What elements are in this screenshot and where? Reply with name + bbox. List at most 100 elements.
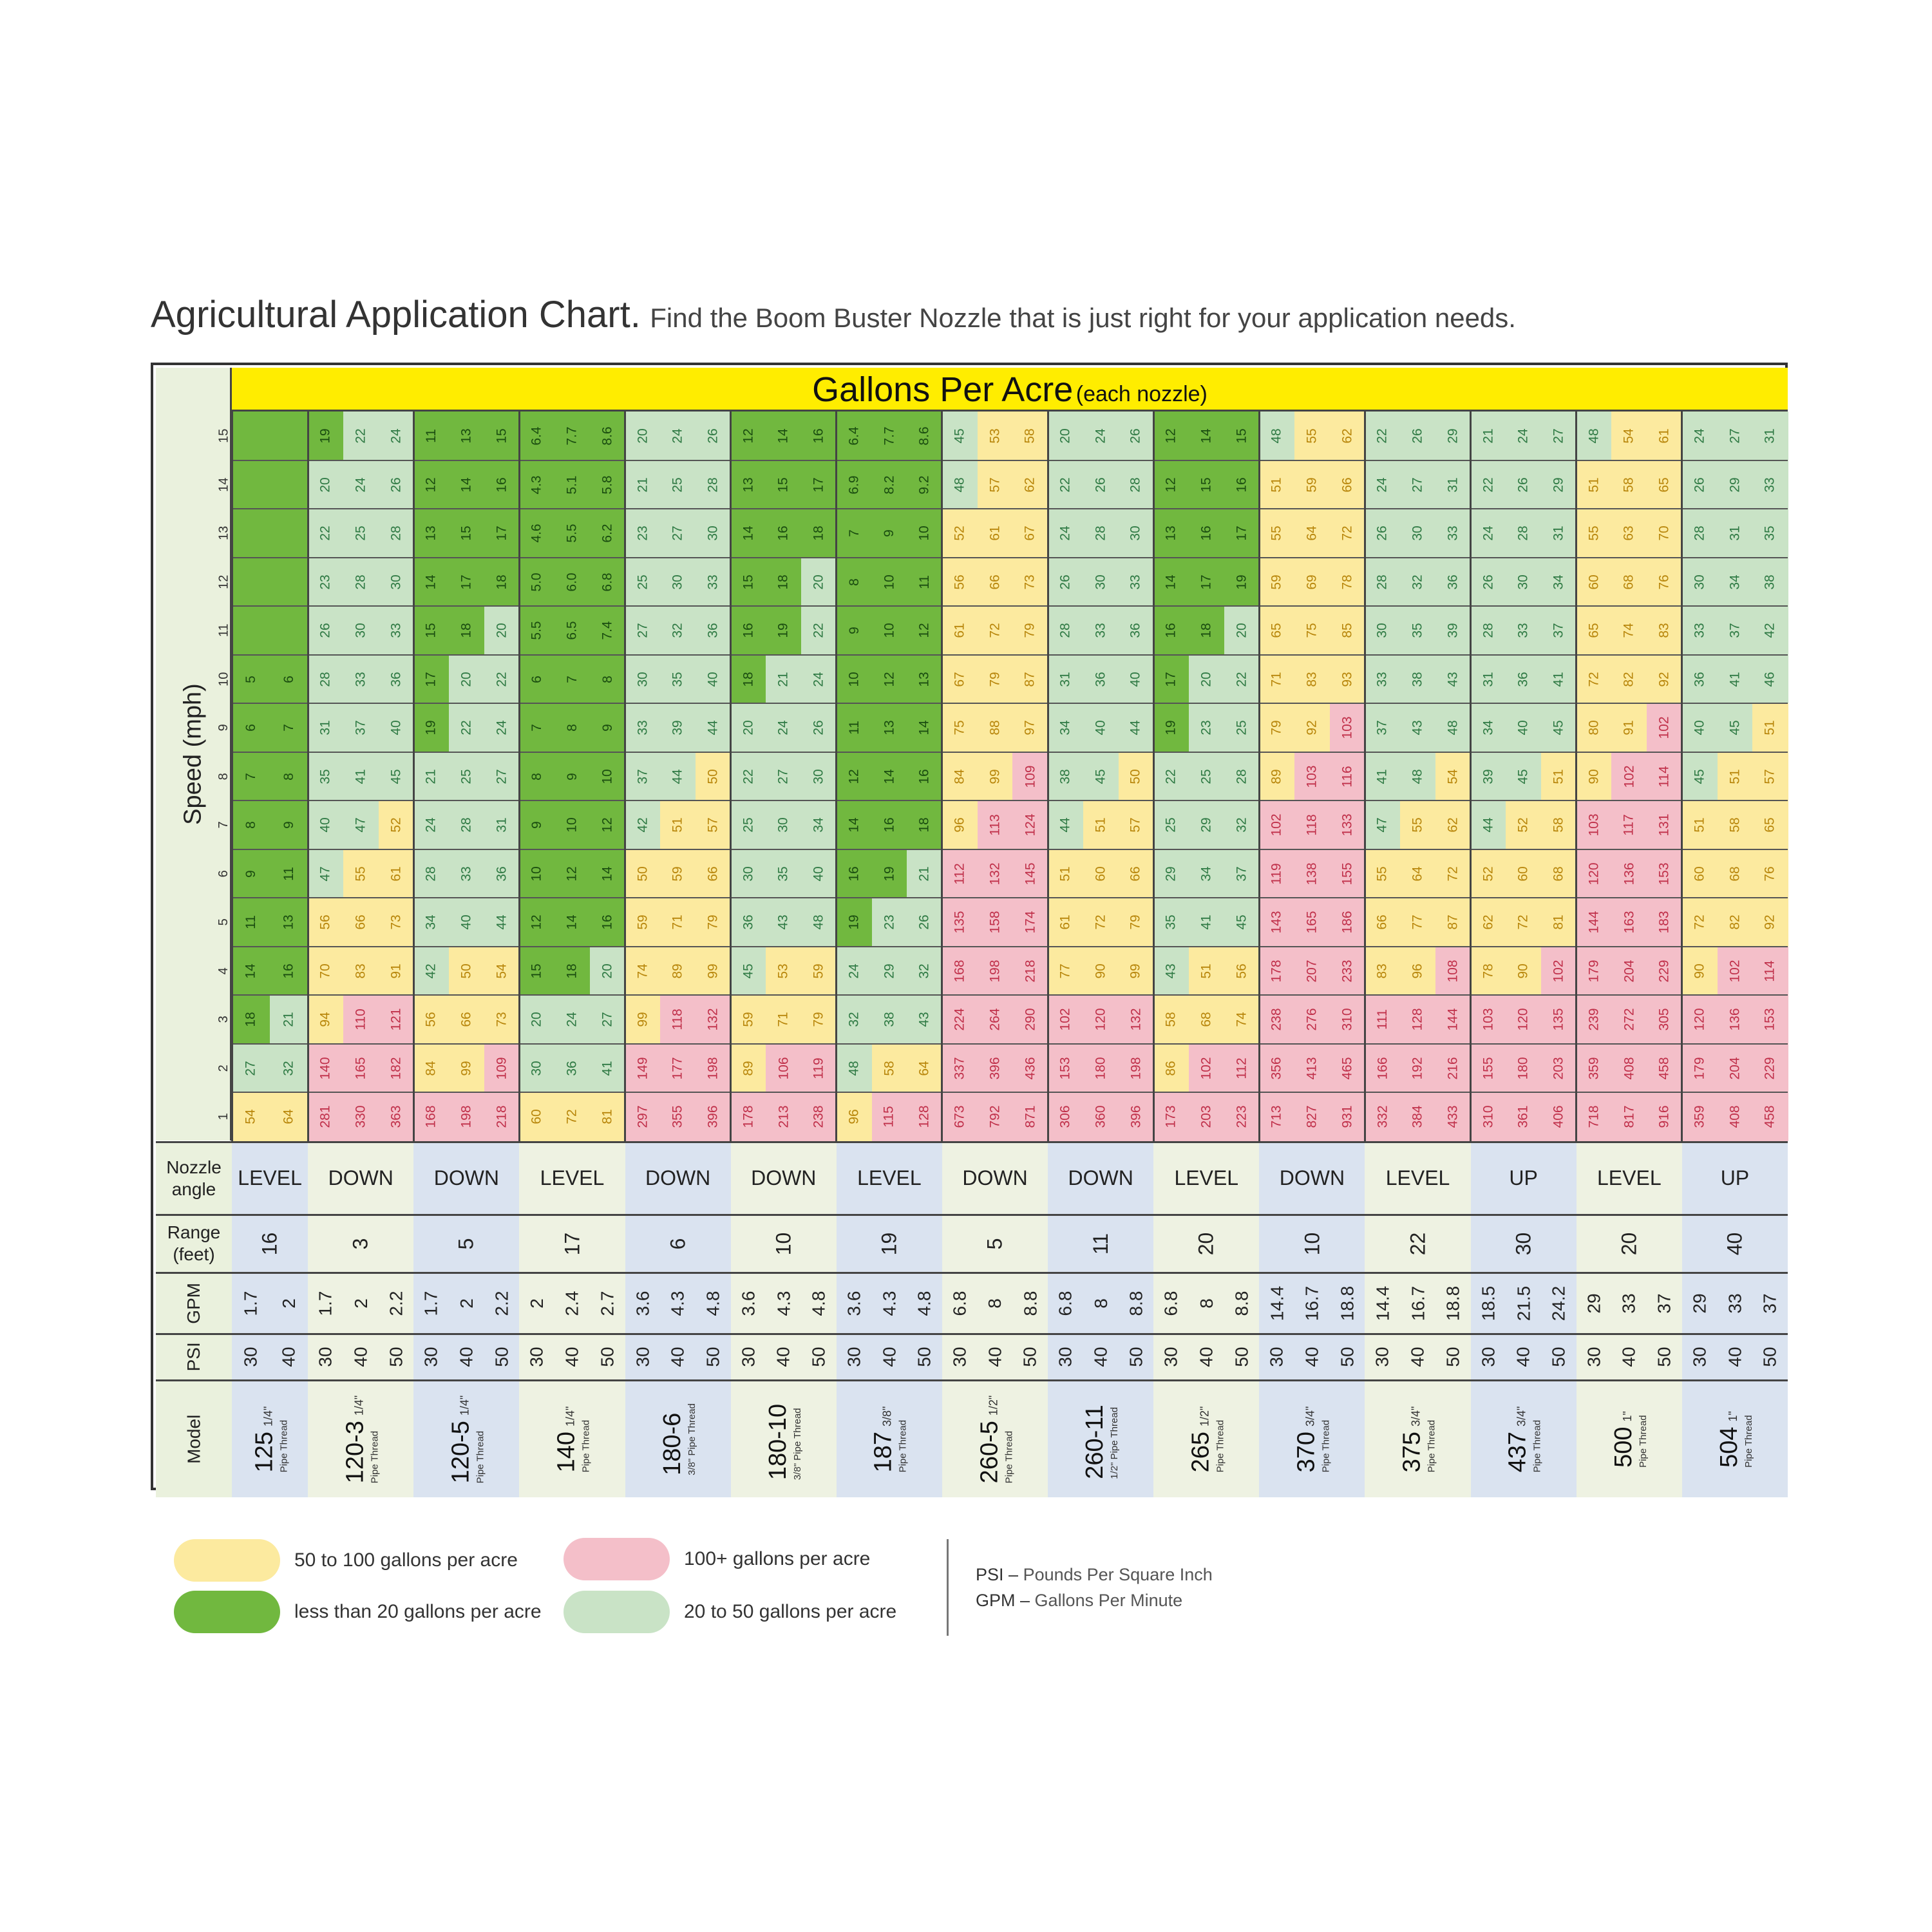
gpa-cell: 16 [907, 752, 943, 801]
gpa-cell: 71 [660, 898, 696, 947]
gpa-value: 436 [1023, 1057, 1038, 1080]
gpa-value: 54 [1445, 768, 1461, 784]
psi-value: 50 [597, 1347, 618, 1367]
gpa-cell: 238 [801, 1092, 837, 1142]
gpa-value: 21 [423, 768, 439, 784]
gpa-cell: 51 [1259, 460, 1295, 509]
gpa-cell: 356 [1259, 1043, 1295, 1093]
gpa-cell: 20 [519, 995, 555, 1045]
gpa-value: 51 [1093, 817, 1108, 833]
gpa-cell: 5.5 [554, 509, 591, 558]
gpa-cell: 34 [1470, 703, 1506, 753]
gpa-value: 40 [1128, 671, 1144, 687]
gpa-cell: 23 [625, 509, 661, 558]
nozzle-range: 5 [942, 1213, 1048, 1272]
gpa-value: 22 [1481, 477, 1496, 493]
gpa-value: 5.1 [564, 475, 580, 495]
gpa-value: 84 [423, 1060, 439, 1076]
speed-tick: 11 [216, 606, 232, 655]
gpa-cell: 112 [1224, 1043, 1260, 1093]
gpa-value: 89 [741, 1060, 756, 1076]
gpa-value: 38 [1410, 671, 1425, 687]
gpm-value: 2.4 [562, 1291, 582, 1316]
gpa-cell: 13 [871, 703, 907, 753]
gpa-value: 14 [564, 914, 580, 930]
gpa-cell: 87 [1435, 898, 1472, 947]
legend-swatch-yellow [174, 1539, 280, 1582]
gpa-value: 25 [1234, 720, 1249, 735]
gpa-cell: 31 [1048, 654, 1084, 704]
nozzle-gpm: 18.8 [1435, 1271, 1472, 1333]
model-line: 4373/4" [1504, 1406, 1532, 1472]
gpa-value: 65 [1269, 623, 1284, 638]
gpa-cell: 24 [1048, 509, 1084, 558]
nozzle-angle: LEVEL [519, 1141, 625, 1214]
gpa-value: 48 [846, 1060, 862, 1076]
gpa-cell: 57 [977, 460, 1013, 509]
gpa-value: 12 [1163, 428, 1179, 444]
gpa-value: 55 [353, 866, 368, 882]
gpa-value: 363 [388, 1105, 404, 1128]
gpa-cell: 63 [1611, 509, 1647, 558]
gpm-value: 2 [456, 1298, 477, 1309]
gpa-cell: 198 [449, 1092, 485, 1142]
gpa-value: 66 [705, 866, 721, 882]
range-value: 22 [1406, 1232, 1430, 1255]
gpa-cell: 718 [1576, 1092, 1613, 1142]
gpa-cell: 216 [1435, 1043, 1472, 1093]
gpa-cell: 5.8 [589, 460, 626, 509]
gpa-value: 61 [1656, 428, 1672, 444]
gpm-value: 8.8 [1231, 1291, 1252, 1316]
gpa-value: 30 [776, 817, 791, 833]
nozzle-range: 6 [625, 1213, 731, 1272]
gpm-value: 8 [1090, 1298, 1111, 1309]
gpa-value: 25 [353, 526, 368, 541]
gpa-value: 72 [1586, 671, 1602, 687]
row-divider [232, 848, 1788, 850]
gpm-value: 2 [278, 1298, 299, 1309]
gpa-cell: 22 [484, 654, 520, 704]
gpa-cell: 19 [766, 606, 802, 656]
gpa-value: 99 [705, 963, 721, 979]
gpa-value: 24 [564, 1012, 580, 1027]
gpa-value: 20 [317, 477, 333, 493]
model-block: 2651/2" Pipe Thread [1187, 1406, 1226, 1472]
gpa-cell: 38 [1752, 557, 1788, 607]
gpa-value: 36 [1128, 623, 1144, 638]
gpa-cell: 330 [343, 1092, 379, 1142]
gpa-value: 61 [1057, 914, 1073, 930]
gpm-value: 1.7 [315, 1291, 336, 1316]
gpa-value: 96 [846, 1109, 862, 1124]
gpa-value: 76 [1656, 574, 1672, 590]
gpa-cell: 28 [1224, 752, 1260, 801]
gpm-value: 2 [527, 1298, 547, 1309]
model-number: 437 [1504, 1431, 1531, 1472]
gpa-cell: 38 [1400, 654, 1436, 704]
gpa-cell: 64 [907, 1043, 943, 1093]
gpa-value: 58 [1163, 1012, 1179, 1027]
gpa-value: 229 [1762, 1057, 1777, 1080]
gpa-cell: 83 [343, 946, 379, 996]
gpa-cell: 27 [1400, 460, 1436, 509]
model-line: 1873/8" [870, 1406, 898, 1472]
gpa-cell: 165 [1294, 898, 1331, 947]
model-block: 120-31/4" Pipe Thread [341, 1395, 380, 1483]
psi-value: 30 [738, 1347, 759, 1367]
gpa-value: 179 [1586, 960, 1602, 983]
gpa-cell: 50 [625, 849, 661, 898]
range-value: 6 [666, 1238, 690, 1249]
gpa-cell: 28 [1118, 460, 1154, 509]
column-divider [1046, 412, 1049, 1497]
gpa-cell: 140 [308, 1043, 344, 1093]
nozzle-gpm: 8.8 [1224, 1271, 1260, 1333]
gpa-cell: 82 [1611, 654, 1647, 704]
gpa-value: 30 [1093, 574, 1108, 590]
gpa-value: 48 [1445, 720, 1461, 735]
gpa-value: 15 [529, 963, 545, 979]
gpa-cell: 59 [801, 946, 837, 996]
gpa-cell: 75 [942, 703, 978, 753]
gpa-value: 14 [741, 526, 756, 541]
nozzle-psi: 30 [942, 1332, 978, 1379]
gpa-cell: 66 [343, 898, 379, 947]
nozzle-psi: 30 [625, 1332, 661, 1379]
